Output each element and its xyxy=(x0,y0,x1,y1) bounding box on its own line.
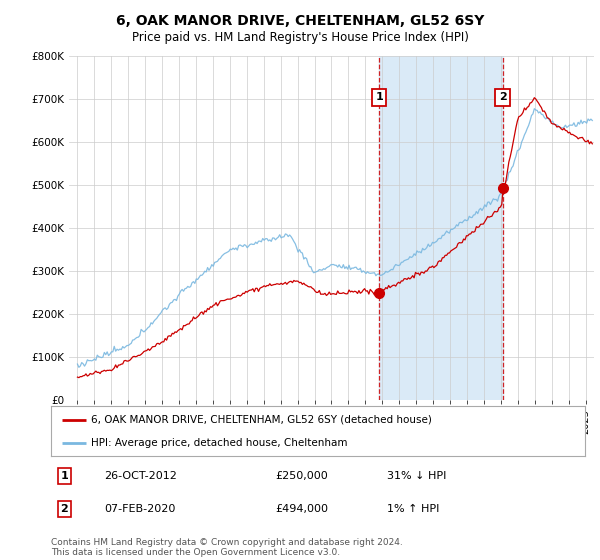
Text: 1% ↑ HPI: 1% ↑ HPI xyxy=(388,504,440,514)
Text: £250,000: £250,000 xyxy=(275,471,328,481)
Text: 2: 2 xyxy=(61,504,68,514)
Text: 26-OCT-2012: 26-OCT-2012 xyxy=(104,471,177,481)
Text: HPI: Average price, detached house, Cheltenham: HPI: Average price, detached house, Chel… xyxy=(91,438,347,448)
Bar xyxy=(379,56,503,400)
Text: Price paid vs. HM Land Registry's House Price Index (HPI): Price paid vs. HM Land Registry's House … xyxy=(131,31,469,44)
Text: 31% ↓ HPI: 31% ↓ HPI xyxy=(388,471,447,481)
Text: Contains HM Land Registry data © Crown copyright and database right 2024.
This d: Contains HM Land Registry data © Crown c… xyxy=(51,538,403,557)
Text: 6, OAK MANOR DRIVE, CHELTENHAM, GL52 6SY: 6, OAK MANOR DRIVE, CHELTENHAM, GL52 6SY xyxy=(116,14,484,28)
Text: £494,000: £494,000 xyxy=(275,504,328,514)
Text: 1: 1 xyxy=(376,92,383,102)
Text: 1: 1 xyxy=(61,471,68,481)
Text: 6, OAK MANOR DRIVE, CHELTENHAM, GL52 6SY (detached house): 6, OAK MANOR DRIVE, CHELTENHAM, GL52 6SY… xyxy=(91,414,432,424)
Text: 2: 2 xyxy=(499,92,506,102)
Text: 07-FEB-2020: 07-FEB-2020 xyxy=(104,504,176,514)
